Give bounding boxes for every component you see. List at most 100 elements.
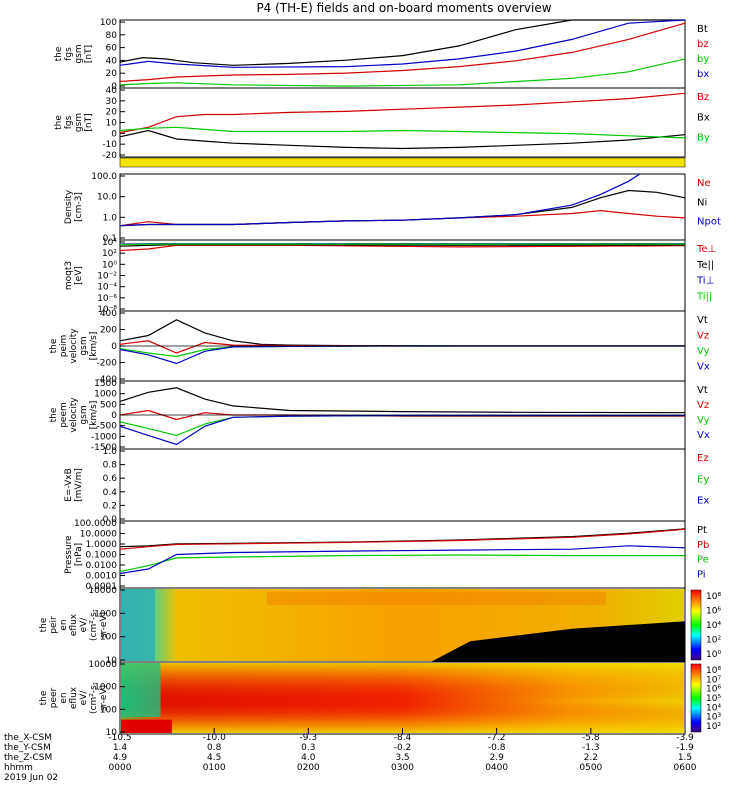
series-line-Ti||	[119, 243, 685, 246]
y-tick-label: 10000	[88, 660, 117, 670]
y-axis-label: thepeemvelocitygsm[km/s]	[49, 397, 99, 433]
y-label-line: moqt3	[64, 261, 74, 290]
y-tick-label: 10⁴	[102, 238, 117, 248]
y-label-line: [cm-3]	[74, 192, 84, 222]
y-label-line: peir	[49, 616, 59, 634]
x-tick-label: 0400	[485, 763, 508, 773]
series-line-Bx	[119, 129, 686, 150]
legend-Vx: Vx	[697, 430, 710, 441]
y-tick-label: 80	[106, 31, 118, 41]
panel-frame	[119, 87, 686, 158]
y-tick-label: 10⁰	[102, 260, 117, 270]
legend-Vz: Vz	[697, 331, 709, 342]
heatmap-dark-region	[430, 621, 685, 662]
panel-peir_en_eflux: 10⁸ 10⁶ 10⁴ 10² 10⁰ 10000 1000 100 10 thepeirenef…	[39, 586, 721, 666]
panel-peim_velocity: 400 200 0 -200 -400 thepeimvelocitygsm[km/s] V…	[49, 309, 710, 385]
x-tick-label: 0.8	[207, 743, 222, 753]
y-axis-label: thefgsgsm[nT]	[54, 113, 94, 132]
x-tick-label: -1.9	[676, 743, 694, 753]
colorbar-tick-label: 10⁵	[706, 694, 721, 704]
y-tick-label: 10⁻⁶	[97, 294, 117, 304]
legend-Te⊥: Te⊥	[696, 244, 716, 255]
legend-Ti||: Ti||	[696, 291, 712, 302]
panel-frame	[119, 239, 686, 312]
y-label-line: eflux	[69, 613, 79, 636]
legend-Vt: Vt	[697, 315, 708, 326]
series-line-By	[119, 126, 686, 139]
legend-Ey: Ey	[697, 474, 709, 485]
x-tick-label: 2.2	[584, 753, 598, 763]
y-label-line: sr-eV)	[99, 612, 109, 638]
series-line-Vx	[119, 414, 685, 446]
legend-Vz: Vz	[697, 400, 709, 411]
y-label-line: fgs	[64, 47, 74, 61]
legend-Ti⊥: Ti⊥	[696, 276, 714, 287]
y-tick-label: 1.0	[103, 447, 118, 457]
y-label-line: eV/	[79, 690, 89, 706]
y-tick-label: 0.1	[103, 234, 117, 244]
y-tick-label: -10	[102, 140, 117, 150]
legend-Ex: Ex	[697, 496, 709, 507]
y-axis-label: E=-VxB[mV/m]	[64, 468, 84, 502]
x-tick-label: 3.5	[395, 753, 409, 763]
y-tick-label: 20	[106, 69, 118, 79]
y-label-line: the	[49, 407, 59, 422]
y-label-line: [nT]	[84, 45, 94, 63]
x-tick-label: 4.0	[301, 753, 316, 763]
colorbar-tick-label: 10⁰	[706, 650, 721, 660]
legend-Pi: Pi	[697, 569, 706, 580]
y-label-line: gsm	[74, 44, 84, 63]
heatmap-hot-band	[266, 591, 606, 606]
x-tick-label: -7.2	[488, 733, 506, 743]
x-tick-label: 0000	[109, 763, 132, 773]
legend-Te||: Te||	[696, 260, 714, 271]
y-tick-label: 10000	[88, 586, 117, 596]
y-label-line: en	[59, 619, 69, 630]
y-tick-label: 40	[106, 86, 118, 96]
series-line-Vt	[119, 387, 686, 414]
legend-Vy: Vy	[697, 415, 710, 426]
y-tick-label: 100	[100, 705, 117, 715]
legend-Vt: Vt	[697, 385, 708, 396]
y-tick-label: 100.0000	[74, 519, 117, 529]
y-label-line: the	[39, 690, 49, 705]
series-line-Ne	[119, 209, 686, 227]
panel-frame	[119, 520, 686, 589]
y-tick-label: 10⁻²	[97, 272, 117, 282]
y-tick-label: 1.0	[103, 213, 118, 223]
y-tick-label: 0.0	[103, 515, 118, 525]
x-tick-label: 0.3	[301, 743, 315, 753]
y-label-line: [nT]	[84, 113, 94, 131]
panel-electric_field: 1.0 0.8 0.6 0.4 0.2 0.0 E=-VxB[mV/m] Ez Ey Ex	[64, 447, 709, 525]
x-tick-label: -1.3	[582, 743, 600, 753]
y-tick-label: 10²	[102, 249, 117, 259]
y-axis-label: moqt3[eV]	[64, 261, 84, 290]
y-label-line: [km/s]	[89, 332, 99, 361]
y-label-line: velocity	[69, 328, 79, 364]
colorbar-tick-label: 10³	[706, 713, 721, 723]
y-tick-label: 60	[106, 44, 118, 54]
x-tick-label: -5.8	[582, 733, 600, 743]
legend-bx: bx	[697, 69, 709, 80]
y-tick-label: -500	[97, 422, 118, 432]
y-label-line: E=-VxB	[64, 468, 74, 502]
y-label-line: gsm	[79, 405, 89, 424]
y-label-line: sr-eV)	[99, 685, 109, 711]
y-tick-label: 1500	[94, 379, 117, 389]
x-tick-label: -9.3	[300, 733, 318, 743]
y-tick-label: 20	[106, 108, 118, 118]
panels: 100806040200thefgsgsm[nT]Btbzbybx4030201…	[39, 18, 721, 738]
colorbar-tick-label: 10⁸	[706, 666, 721, 676]
y-tick-label: 100	[100, 18, 117, 28]
y-tick-label: 0.0010	[86, 572, 118, 582]
x-tick-label: 0500	[579, 763, 602, 773]
y-axis-label: thepeirenefluxeV/(cm²-s-sr-eV)	[39, 609, 109, 641]
y-label-line: peim	[59, 335, 69, 358]
y-tick-label: 0	[111, 342, 117, 352]
panel-pressure: 100.000010.00001.00000.10000.01000.00100…	[64, 519, 709, 592]
